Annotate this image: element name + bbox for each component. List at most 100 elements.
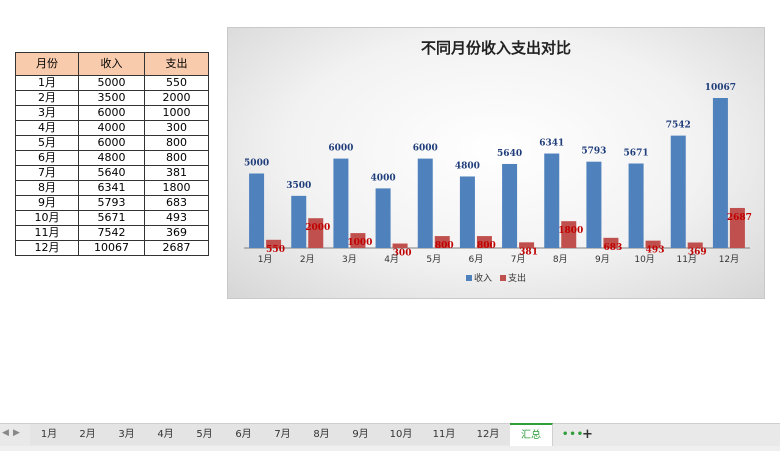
income-data-label: 5640 bbox=[497, 149, 522, 159]
income-bar bbox=[586, 161, 602, 248]
expense-cell[interactable]: 550 bbox=[144, 75, 209, 91]
table-row: 6月 4800 800 bbox=[15, 150, 209, 166]
income-cell[interactable]: 7542 bbox=[78, 225, 145, 241]
expense-bar bbox=[308, 218, 324, 248]
table-row: 5月 6000 800 bbox=[15, 135, 209, 151]
income-data-label: 5000 bbox=[244, 158, 269, 168]
income-bar bbox=[333, 158, 349, 248]
header-expense[interactable]: 支出 bbox=[144, 52, 209, 76]
expense-cell[interactable]: 493 bbox=[144, 210, 209, 226]
income-cell[interactable]: 5793 bbox=[78, 195, 145, 211]
x-tick-label: 2月 bbox=[300, 254, 315, 265]
sheet-tab[interactable]: 8月 bbox=[302, 424, 342, 445]
sheet-tab-bar: ◀ ▶ 1月 2月 3月 4月 5月 6月 7月 8月 9月 10月 11月 12月 汇总 ••• + bbox=[0, 423, 780, 446]
expense-data-label: 493 bbox=[646, 246, 665, 256]
sheet-tab[interactable]: 5月 bbox=[185, 424, 225, 445]
income-data-label: 6341 bbox=[539, 139, 564, 149]
sheet-tab[interactable]: 2月 bbox=[68, 424, 108, 445]
x-tick-label: 9月 bbox=[595, 254, 610, 265]
sheet-tab[interactable]: 10月 bbox=[380, 424, 423, 445]
x-tick-label: 8月 bbox=[553, 254, 568, 265]
income-data-label: 5671 bbox=[624, 149, 649, 159]
income-cell[interactable]: 6000 bbox=[78, 105, 145, 121]
sheet-tab[interactable]: 汇总 bbox=[510, 423, 553, 446]
table-row: 11月 7542 369 bbox=[15, 225, 209, 241]
month-cell[interactable]: 3月 bbox=[15, 105, 79, 121]
expense-bar bbox=[392, 243, 408, 248]
sheet-tab[interactable]: 6月 bbox=[224, 424, 264, 445]
expense-bar bbox=[603, 237, 619, 248]
income-cell[interactable]: 4000 bbox=[78, 120, 145, 136]
expense-bar bbox=[519, 242, 535, 248]
expense-cell[interactable]: 800 bbox=[144, 150, 209, 166]
month-cell[interactable]: 12月 bbox=[15, 240, 79, 256]
expense-data-label: 1000 bbox=[347, 238, 372, 248]
table-row: 8月 6341 1800 bbox=[15, 180, 209, 196]
expense-data-label: 2000 bbox=[305, 223, 330, 233]
expense-cell[interactable]: 369 bbox=[144, 225, 209, 241]
sheet-tab[interactable]: 1月 bbox=[30, 424, 69, 445]
expense-cell[interactable]: 683 bbox=[144, 195, 209, 211]
month-cell[interactable]: 4月 bbox=[15, 120, 79, 136]
income-data-label: 6000 bbox=[413, 144, 438, 154]
header-month[interactable]: 月份 bbox=[15, 52, 79, 76]
x-tick-label: 7月 bbox=[511, 254, 526, 265]
expense-cell[interactable]: 300 bbox=[144, 120, 209, 136]
expense-data-label: 381 bbox=[519, 247, 538, 257]
income-cell[interactable]: 10067 bbox=[78, 240, 145, 256]
income-bar bbox=[544, 153, 560, 248]
income-data-label: 6000 bbox=[328, 144, 353, 154]
expense-cell[interactable]: 381 bbox=[144, 165, 209, 181]
legend-income-swatch bbox=[466, 275, 472, 281]
expense-data-label: 1800 bbox=[558, 226, 583, 236]
month-cell[interactable]: 8月 bbox=[15, 180, 79, 196]
income-data-label: 5793 bbox=[581, 147, 606, 157]
expense-cell[interactable]: 2687 bbox=[144, 240, 209, 256]
expense-cell[interactable]: 2000 bbox=[144, 90, 209, 106]
income-cell[interactable]: 3500 bbox=[78, 90, 145, 106]
month-cell[interactable]: 7月 bbox=[15, 165, 79, 181]
more-sheets-icon[interactable]: ••• bbox=[562, 429, 585, 440]
add-sheet-icon[interactable]: + bbox=[582, 427, 593, 442]
income-cell[interactable]: 4800 bbox=[78, 150, 145, 166]
month-cell[interactable]: 6月 bbox=[15, 150, 79, 166]
sheet-tab[interactable]: 7月 bbox=[263, 424, 303, 445]
income-cell[interactable]: 6341 bbox=[78, 180, 145, 196]
month-cell[interactable]: 5月 bbox=[15, 135, 79, 151]
month-cell[interactable]: 11月 bbox=[15, 225, 79, 241]
expense-data-label: 800 bbox=[435, 241, 454, 251]
income-bar bbox=[417, 158, 433, 248]
table-header-row: 月份 收入 支出 bbox=[15, 52, 209, 76]
sheet-tab[interactable]: 11月 bbox=[422, 424, 467, 445]
expense-cell[interactable]: 1800 bbox=[144, 180, 209, 196]
income-cell[interactable]: 5640 bbox=[78, 165, 145, 181]
income-bar bbox=[375, 188, 391, 248]
header-income[interactable]: 收入 bbox=[78, 52, 145, 76]
sheet-tab[interactable]: 3月 bbox=[107, 424, 147, 445]
expense-data-label: 800 bbox=[477, 241, 496, 251]
sheet-tab[interactable]: 12月 bbox=[466, 424, 511, 445]
income-cell[interactable]: 5000 bbox=[78, 75, 145, 91]
month-cell[interactable]: 10月 bbox=[15, 210, 79, 226]
expense-cell[interactable]: 1000 bbox=[144, 105, 209, 121]
legend-expense-label: 支出 bbox=[508, 272, 526, 284]
last-sheet-icon[interactable]: ▶ bbox=[13, 428, 20, 438]
income-cell[interactable]: 5671 bbox=[78, 210, 145, 226]
expense-data-label: 300 bbox=[393, 249, 412, 259]
expense-bar bbox=[476, 236, 492, 248]
income-cell[interactable]: 6000 bbox=[78, 135, 145, 151]
income-expense-chart[interactable]: 不同月份收入支出对比 5000 550 1月 3500 2000 2月 6000 1000 3月… bbox=[227, 27, 765, 299]
month-cell[interactable]: 9月 bbox=[15, 195, 79, 211]
x-tick-label: 3月 bbox=[342, 254, 357, 265]
income-bar bbox=[628, 163, 644, 248]
month-cell[interactable]: 2月 bbox=[15, 90, 79, 106]
sheet-tab[interactable]: 9月 bbox=[341, 424, 381, 445]
month-cell[interactable]: 1月 bbox=[15, 75, 79, 91]
first-sheet-icon[interactable]: ◀ bbox=[2, 428, 9, 438]
expense-bar bbox=[434, 236, 450, 248]
expense-cell[interactable]: 800 bbox=[144, 135, 209, 151]
sheet-tab[interactable]: 4月 bbox=[146, 424, 186, 445]
table-row: 12月 10067 2687 bbox=[15, 240, 209, 256]
table-row: 10月 5671 493 bbox=[15, 210, 209, 226]
